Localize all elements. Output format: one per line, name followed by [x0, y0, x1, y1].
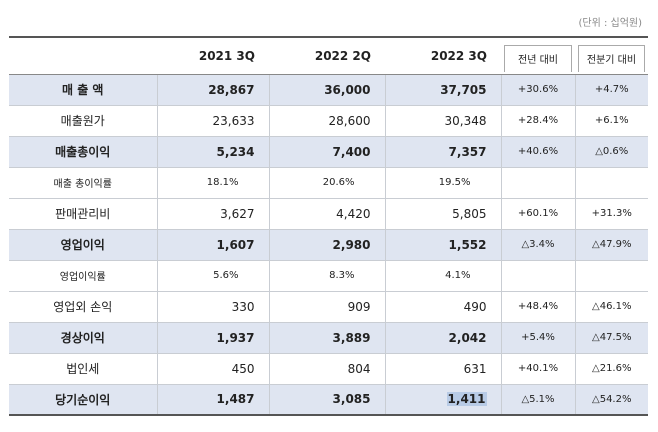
row-label: 영업외 손익: [9, 291, 158, 323]
cell-qoq: +4.7%: [574, 74, 648, 106]
header-2021-3q: 2021 3Q: [157, 36, 269, 75]
cell-qoq: △21.6%: [574, 353, 648, 385]
cell-yoy: [500, 260, 575, 292]
header-blank: [9, 36, 157, 75]
table-row: 영업이익 1,607 2,980 1,552 △3.4% △47.9%: [9, 229, 648, 261]
cell-2022-2q: 8.3%: [268, 260, 385, 292]
cell-2021-3q: 1,937: [156, 322, 269, 354]
cell-yoy: +30.6%: [500, 74, 575, 106]
cell-2021-3q: 18.1%: [156, 167, 269, 199]
cell-2022-2q: 909: [268, 291, 385, 323]
selected-text[interactable]: 1,411: [446, 392, 487, 407]
cell-2022-3q: 5,805: [384, 198, 501, 230]
cell-qoq: △54.2%: [574, 384, 648, 416]
cell-yoy: +28.4%: [500, 105, 575, 137]
header-qoq: 전분기 대비: [575, 36, 648, 75]
row-label: 당기순이익: [9, 384, 158, 416]
row-label: 매출 총이익률: [9, 167, 158, 199]
cell-yoy: △3.4%: [500, 229, 575, 261]
cell-2022-3q: 1,552: [384, 229, 501, 261]
table-row: 매출 총이익률 18.1% 20.6% 19.5%: [9, 167, 648, 199]
cell-2022-2q: 4,420: [268, 198, 385, 230]
table-row: 당기순이익 1,487 3,085 1,411 △5.1% △54.2%: [9, 384, 648, 416]
table-row: 경상이익 1,937 3,889 2,042 +5.4% △47.5%: [9, 322, 648, 354]
cell-qoq: +31.3%: [574, 198, 648, 230]
table-row: 법인세 450 804 631 +40.1% △21.6%: [9, 353, 648, 385]
cell-qoq: △0.6%: [574, 136, 648, 168]
cell-2022-3q: 4.1%: [384, 260, 501, 292]
table-row: 매 출 액 28,867 36,000 37,705 +30.6% +4.7%: [9, 74, 648, 106]
cell-2021-3q: 5.6%: [156, 260, 269, 292]
cell-2022-3q: 631: [384, 353, 501, 385]
unit-note: (단위 : 십억원): [578, 18, 642, 29]
cell-qoq: [574, 167, 648, 199]
cell-yoy: +40.6%: [500, 136, 575, 168]
table-row: 매출총이익 5,234 7,400 7,357 +40.6% △0.6%: [9, 136, 648, 168]
cell-2022-2q: 804: [268, 353, 385, 385]
cell-2022-2q: 7,400: [268, 136, 385, 168]
row-label: 매 출 액: [9, 74, 158, 106]
cell-2022-2q: 28,600: [268, 105, 385, 137]
cell-yoy: +5.4%: [500, 322, 575, 354]
cell-yoy: +60.1%: [500, 198, 575, 230]
table-row: 영업외 손익 330 909 490 +48.4% △46.1%: [9, 291, 648, 323]
cell-2022-3q: 490: [384, 291, 501, 323]
cell-2022-3q[interactable]: 1,411: [384, 384, 501, 416]
row-label: 영업이익률: [9, 260, 158, 292]
cell-yoy: +40.1%: [500, 353, 575, 385]
table-row: 영업이익률 5.6% 8.3% 4.1%: [9, 260, 648, 292]
cell-qoq: △46.1%: [574, 291, 648, 323]
cell-2022-2q: 3,085: [268, 384, 385, 416]
cell-2022-2q: 3,889: [268, 322, 385, 354]
header-2022-3q: 2022 3Q: [385, 36, 501, 75]
cell-2022-3q: 30,348: [384, 105, 501, 137]
cell-2021-3q: 1,607: [156, 229, 269, 261]
table-row: 판매관리비 3,627 4,420 5,805 +60.1% +31.3%: [9, 198, 648, 230]
header-2022-2q: 2022 2Q: [269, 36, 385, 75]
cell-2022-2q: 36,000: [268, 74, 385, 106]
row-label: 경상이익: [9, 322, 158, 354]
cell-qoq: +6.1%: [574, 105, 648, 137]
cell-2021-3q: 5,234: [156, 136, 269, 168]
row-label: 매출원가: [9, 105, 158, 137]
row-label: 영업이익: [9, 229, 158, 261]
cell-2021-3q: 330: [156, 291, 269, 323]
cell-2022-3q: 7,357: [384, 136, 501, 168]
header-yoy: 전년 대비: [501, 36, 575, 75]
row-label: 매출총이익: [9, 136, 158, 168]
cell-2021-3q: 450: [156, 353, 269, 385]
financial-table: 2021 3Q 2022 2Q 2022 3Q 전년 대비 전분기 대비 매 출…: [9, 36, 648, 416]
cell-yoy: [500, 167, 575, 199]
cell-yoy: +48.4%: [500, 291, 575, 323]
cell-qoq: △47.9%: [574, 229, 648, 261]
table-row: 매출원가 23,633 28,600 30,348 +28.4% +6.1%: [9, 105, 648, 137]
cell-yoy: △5.1%: [500, 384, 575, 416]
cell-2022-2q: 2,980: [268, 229, 385, 261]
cell-2021-3q: 23,633: [156, 105, 269, 137]
cell-2021-3q: 28,867: [156, 74, 269, 106]
cell-qoq: △47.5%: [574, 322, 648, 354]
cell-2022-3q: 37,705: [384, 74, 501, 106]
row-label: 판매관리비: [9, 198, 158, 230]
cell-2022-3q: 2,042: [384, 322, 501, 354]
row-label: 법인세: [9, 353, 158, 385]
cell-2021-3q: 1,487: [156, 384, 269, 416]
cell-2021-3q: 3,627: [156, 198, 269, 230]
cell-2022-2q: 20.6%: [268, 167, 385, 199]
header-row: 2021 3Q 2022 2Q 2022 3Q 전년 대비 전분기 대비: [9, 36, 648, 75]
cell-qoq: [574, 260, 648, 292]
cell-2022-3q: 19.5%: [384, 167, 501, 199]
